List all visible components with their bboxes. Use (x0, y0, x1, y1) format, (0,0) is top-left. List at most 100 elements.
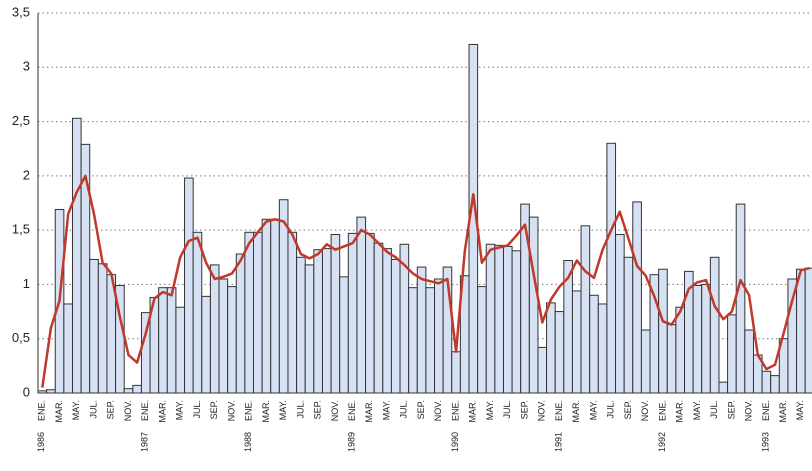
x-tick-label: ENE. (761, 400, 771, 421)
bar (330, 233, 341, 394)
bar (580, 225, 591, 394)
bar (761, 370, 772, 394)
x-tick-label: MAR. (778, 400, 788, 423)
bar (347, 232, 358, 394)
x-tick-label: NOV. (330, 400, 340, 421)
x-tick-label: ENE. (37, 400, 47, 421)
year-label: 1993 (760, 432, 770, 452)
bar (304, 264, 315, 394)
bar (373, 242, 384, 394)
year-label: 1988 (243, 432, 253, 452)
x-tick-label: ENE. (450, 400, 460, 421)
bar (382, 248, 392, 394)
bar (502, 245, 513, 394)
bar (675, 306, 686, 394)
bar (209, 264, 220, 394)
bar (192, 231, 203, 394)
y-tick-label: 1,5 (12, 222, 30, 237)
bar (485, 243, 496, 394)
bar (615, 233, 625, 394)
x-tick-label: MAY. (795, 400, 805, 420)
bar (227, 286, 237, 394)
bar (71, 117, 82, 394)
x-tick-label: MAR. (157, 400, 167, 423)
x-tick-label: JUL. (295, 400, 305, 419)
bar (356, 216, 367, 394)
trend-line (41, 174, 810, 388)
x-tick-label: SEP. (623, 400, 633, 419)
bar (184, 177, 194, 394)
y-tick-label: 2,5 (12, 113, 30, 128)
bar (175, 306, 186, 394)
bar (666, 324, 677, 394)
x-tick-label: MAY. (278, 400, 288, 420)
year-label: 1990 (450, 432, 460, 452)
bar (278, 199, 289, 394)
x-tick-label: SEP. (726, 400, 736, 419)
bar (89, 258, 99, 394)
x-tick-label: SEP. (106, 400, 116, 419)
y-tick-label: 3,5 (12, 4, 30, 19)
bar (123, 388, 134, 394)
bar (658, 268, 668, 394)
bar (606, 142, 617, 394)
year-label: 1991 (553, 432, 563, 452)
bar (408, 287, 418, 394)
bar (365, 232, 375, 394)
y-tick-label: 2 (23, 167, 30, 182)
x-tick-label: SEP. (313, 400, 323, 419)
bar (235, 253, 246, 394)
y-tick-label: 1 (23, 276, 30, 291)
x-tick-label: JUL. (502, 400, 512, 419)
bar (511, 250, 522, 394)
bar (390, 258, 401, 394)
x-tick-label: NOV. (433, 400, 443, 421)
x-tick-label: SEP. (209, 400, 219, 419)
bar (520, 203, 530, 394)
x-tick-label: JUL. (709, 400, 719, 419)
x-tick-label: MAY. (692, 400, 702, 420)
bar (253, 231, 263, 394)
bar (321, 248, 332, 394)
bar (770, 375, 780, 394)
x-tick-label: NOV. (226, 400, 236, 421)
bar (735, 203, 746, 394)
bar (589, 294, 599, 394)
bar (416, 266, 427, 394)
bar (97, 263, 108, 394)
x-tick-label: ENE. (657, 400, 667, 421)
x-tick-label: MAY. (381, 400, 391, 420)
x-tick-label: MAR. (675, 400, 685, 423)
bar (201, 295, 211, 394)
bar (554, 311, 565, 394)
x-tick-label: MAY. (485, 400, 495, 420)
bar (701, 283, 711, 394)
x-tick-label: JUL. (606, 400, 616, 419)
bar (244, 231, 255, 394)
y-tick-label: 3 (23, 59, 30, 74)
x-tick-label: ENE. (554, 400, 564, 421)
x-tick-label: NOV. (537, 400, 547, 421)
x-tick-label: MAR. (364, 400, 374, 423)
bar (218, 278, 229, 394)
bar (744, 329, 754, 394)
x-tick-label: MAY. (588, 400, 598, 420)
x-tick-label: ENE. (140, 400, 150, 421)
bar (537, 346, 548, 394)
bar (546, 302, 556, 394)
x-tick-label: NOV. (640, 400, 650, 421)
bar (261, 218, 272, 394)
bar (571, 290, 582, 394)
x-tick-label: JUL. (192, 400, 202, 419)
year-label: 1987 (140, 432, 150, 452)
bar (796, 268, 806, 394)
year-label: 1992 (657, 432, 667, 452)
x-tick-label: MAY. (71, 400, 81, 420)
bar (494, 244, 504, 394)
bar (804, 267, 812, 394)
bar (727, 314, 737, 394)
year-label: 1989 (347, 432, 357, 452)
bar (63, 303, 73, 394)
x-tick-label: JUL. (88, 400, 98, 419)
